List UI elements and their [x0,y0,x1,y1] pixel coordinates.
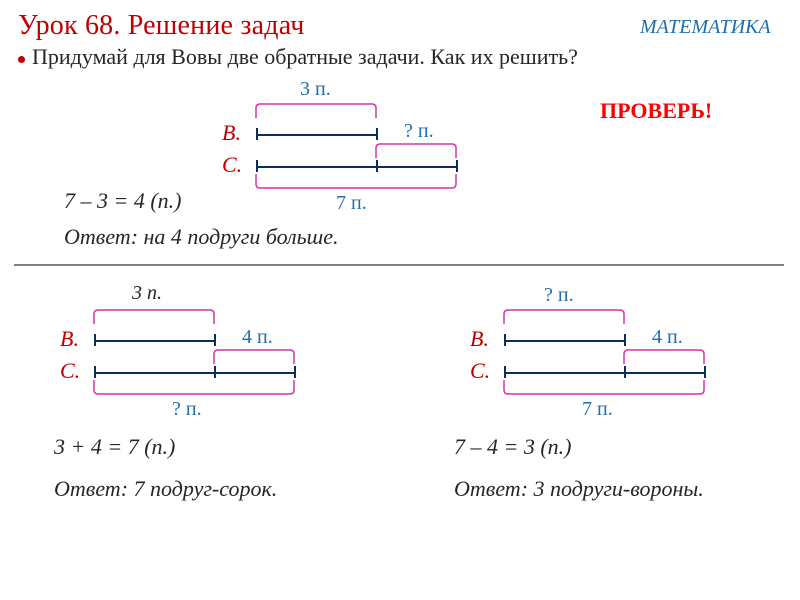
bar-s-1 [256,166,456,168]
top-bracket-3-label: ? п. [544,284,574,307]
calc-top: 7 – 3 = 4 (п.) [64,188,182,214]
tick [504,366,506,378]
answer-top: Ответ: на 4 подруги больше. [64,224,339,250]
bar-s-3 [504,372,704,374]
diff-bracket-2 [214,350,294,364]
tick [704,366,706,378]
tick [94,366,96,378]
row-s-3: С. [470,358,490,384]
diff-label-3: 4 п. [652,326,683,349]
diff-bracket-1 [376,144,456,158]
top-bracket-1 [256,104,376,118]
bar-b-1 [256,134,376,136]
answer-right: Ответ: 3 подруги-вороны. [454,476,704,502]
bottom-bracket-3 [504,380,704,394]
tick [294,366,296,378]
bottom-bracket-2 [94,380,294,394]
tick [94,334,96,346]
bar-b-3 [504,340,624,342]
tick [376,160,378,172]
answer-left: Ответ: 7 подруг-сорок. [54,476,277,502]
diff-bracket-3 [624,350,704,364]
tick [456,160,458,172]
tick [504,334,506,346]
top-bracket-1-label: 3 п. [300,78,331,101]
row-s-2: С. [60,358,80,384]
subject-label: МАТЕМАТИКА [640,16,771,39]
bottom-bracket-3-label: 7 п. [582,398,613,421]
tick [376,128,378,140]
tick [624,366,626,378]
tick [214,366,216,378]
top-bracket-2-label: 3 п. [132,282,162,305]
bullet-icon [18,56,25,63]
calc-left: 3 + 4 = 7 (п.) [54,434,175,460]
bottom-bracket-1-label: 7 п. [336,192,367,215]
tick [256,160,258,172]
bar-s-2 [94,372,294,374]
bar-b-2 [94,340,214,342]
top-bracket-2 [94,310,214,324]
lesson-title: Урок 68. Решение задач [18,10,305,42]
check-label: ПРОВЕРЬ! [600,98,712,124]
tick [256,128,258,140]
diff-label-1: ? п. [404,120,434,143]
bottom-bracket-2-label: ? п. [172,398,202,421]
divider [14,264,784,266]
row-b-1: В. [222,120,241,146]
tick [214,334,216,346]
row-b-3: В. [470,326,489,352]
tick [624,334,626,346]
row-b-2: В. [60,326,79,352]
calc-right: 7 – 4 = 3 (п.) [454,434,572,460]
bottom-bracket-1 [256,174,456,188]
top-bracket-3 [504,310,624,324]
row-s-1: С. [222,152,242,178]
diff-label-2: 4 п. [242,326,273,349]
task-text: Придумай для Вовы две обратные задачи. К… [32,44,578,70]
